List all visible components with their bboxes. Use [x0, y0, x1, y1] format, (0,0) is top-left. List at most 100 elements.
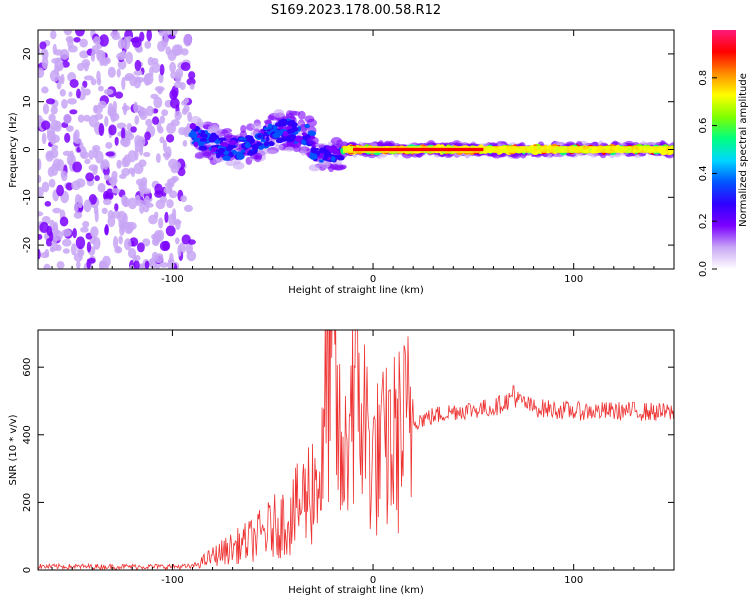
heatmap-cell — [74, 30, 85, 37]
heatmap-cell — [98, 85, 104, 92]
heatmap-cell — [159, 136, 165, 144]
heatmap-cell — [61, 238, 72, 247]
heatmap-cell — [193, 141, 199, 148]
heatmap-cell — [50, 163, 59, 176]
heatmap-cell — [134, 115, 140, 125]
figure-title: S169.2023.178.00.58.R12 — [271, 3, 441, 18]
heatmap-cell — [285, 135, 294, 143]
heatmap-cell — [73, 36, 81, 43]
heatmap-cell — [189, 123, 197, 130]
heatmap-cell — [73, 211, 83, 219]
heatmap-cell — [62, 150, 72, 157]
heatmap-cell — [104, 116, 109, 127]
heatmap-cell — [76, 260, 81, 269]
heatmap-cell — [105, 142, 113, 149]
heatmap-cell — [253, 152, 263, 160]
heatmap-cell — [177, 244, 182, 257]
heatmap-cell — [59, 89, 66, 97]
heatmap-cell — [251, 143, 259, 151]
heatmap-cell — [38, 211, 44, 217]
heatmap-cell — [318, 147, 326, 154]
heatmap-cell — [50, 119, 60, 131]
heatmap-cell — [301, 132, 307, 136]
x-tick-label: -100 — [161, 575, 184, 586]
heatmap-cell — [133, 260, 140, 269]
heatmap-cell — [38, 114, 43, 122]
heatmap-cell — [232, 161, 245, 170]
heatmap-cell — [121, 127, 126, 141]
heatmap-cell — [187, 239, 196, 245]
heatmap-cell — [149, 258, 154, 268]
heatmap-cell — [116, 159, 122, 169]
heatmap-cell — [183, 104, 190, 113]
heatmap-cell — [40, 251, 50, 259]
heatmap-cell — [274, 122, 284, 127]
heatmap-cell — [325, 145, 331, 150]
heatmap-cell — [167, 49, 177, 61]
heatmap-cell — [145, 118, 153, 127]
heatmap-cell — [77, 114, 85, 123]
heatmap-cell — [94, 175, 100, 182]
heatmap-cell — [76, 88, 81, 99]
heatmap-cell — [301, 139, 306, 145]
heatmap-cell — [136, 242, 145, 253]
heatmap-cell — [184, 97, 190, 104]
heatmap-cell — [188, 71, 196, 80]
heatmap-cell — [56, 261, 65, 269]
heatmap-cell — [88, 194, 97, 205]
heatmap-cell — [236, 153, 245, 160]
heatmap-cell — [98, 123, 105, 136]
heatmap-cell — [95, 150, 104, 164]
heatmap-cell — [77, 195, 83, 209]
heatmap-cell — [112, 236, 119, 249]
spectrogram-xlabel: Height of straight line (km) — [288, 285, 424, 296]
heatmap-cell — [59, 216, 69, 227]
heatmap-cell — [103, 174, 111, 181]
heatmap-cell — [173, 81, 183, 89]
colorbar-tick-label: 0.4 — [698, 165, 709, 181]
y-tick-label: 20 — [22, 48, 33, 61]
heatmap-cell — [133, 70, 143, 76]
heatmap-cell — [90, 226, 99, 238]
heatmap-cell — [168, 30, 179, 36]
heatmap-cell — [38, 46, 41, 56]
heatmap-cell — [105, 151, 115, 157]
heatmap-cell — [75, 236, 86, 250]
heatmap-cell — [110, 109, 117, 123]
heatmap-cell — [218, 148, 226, 153]
heatmap-cell — [134, 59, 142, 72]
heatmap-cell — [82, 220, 90, 228]
heatmap-cell — [177, 167, 186, 177]
heatmap-cell — [90, 78, 97, 86]
heatmap-cell — [111, 188, 121, 194]
heatmap-cell — [39, 221, 49, 233]
x-tick-label: 100 — [564, 575, 583, 586]
heatmap-cell — [161, 109, 169, 117]
colorbar-tick-label: 0.6 — [698, 118, 709, 134]
heatmap-cell — [88, 257, 96, 264]
heatmap-cell — [210, 134, 218, 141]
heatmap-cell — [168, 213, 177, 227]
colorbar-ticks: 0.0 0.2 0.4 0.6 0.8 — [698, 70, 717, 277]
heatmap-cell — [117, 38, 125, 50]
heatmap-cell — [88, 149, 95, 160]
heatmap-cell — [90, 50, 96, 62]
spectrogram-ylabel: Frequency (Hz) — [8, 112, 19, 188]
heatmap-cell — [157, 229, 165, 242]
heatmap-cell — [138, 110, 146, 117]
heatmap-ridge-core — [352, 147, 484, 152]
y-tick-label: 400 — [22, 425, 33, 444]
heatmap-cell — [151, 237, 160, 247]
heatmap-cell — [121, 50, 127, 60]
heatmap-cell — [86, 241, 92, 253]
heatmap-cell — [260, 139, 266, 143]
heatmap-cell — [103, 198, 112, 206]
snr-ticks: -100 0 100 0 200 400 600 — [22, 330, 675, 586]
heatmap-cell — [148, 214, 158, 225]
heatmap-cell — [184, 204, 193, 213]
heatmap-cell — [186, 250, 197, 262]
heatmap-cell — [133, 162, 144, 175]
heatmap-cell — [263, 141, 269, 147]
heatmap-cell — [166, 122, 176, 134]
